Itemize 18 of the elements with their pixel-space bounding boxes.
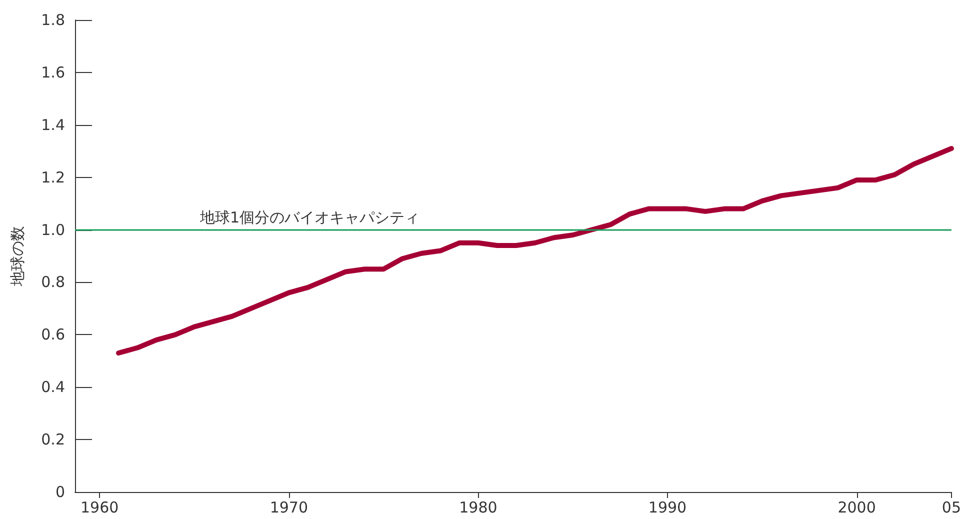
x-tick-label: 05 (942, 498, 962, 516)
x-tick-label: 2000 (838, 498, 876, 516)
y-tick-label: 1.0 (41, 220, 65, 239)
y-tick-label: 0.8 (41, 273, 65, 292)
y-tick-label: 0.2 (41, 430, 65, 449)
x-tick-label: 1960 (80, 498, 119, 516)
ref-line-label: 地球1個分のバイオキャパシティ (199, 208, 420, 226)
x-tick-label: 1980 (459, 498, 498, 516)
y-tick-label: 1.2 (41, 168, 65, 186)
y-tick-label: 0.6 (41, 326, 65, 344)
y-tick-label: 0 (55, 483, 65, 501)
y-axis-title: 地球の数 (8, 226, 26, 287)
y-tick-label: 1.6 (41, 63, 65, 82)
y-tick-label: 0.4 (41, 378, 65, 396)
x-tick-label: 1990 (648, 498, 687, 516)
y-tick-label: 1.4 (41, 116, 65, 134)
y-tick-label: 1.8 (41, 11, 65, 29)
x-tick-label: 1970 (270, 498, 308, 516)
